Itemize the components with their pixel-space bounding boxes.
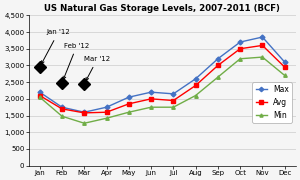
Min	[194, 94, 197, 97]
Avg	[261, 44, 264, 46]
Max	[261, 36, 264, 38]
Avg	[60, 108, 64, 110]
Min	[105, 117, 108, 119]
Line: Avg: Avg	[38, 44, 286, 115]
Line: Min: Min	[38, 55, 286, 125]
Max	[60, 106, 64, 108]
Min	[149, 106, 153, 108]
Min	[38, 96, 41, 98]
Avg	[238, 48, 242, 50]
Title: US Natural Gas Storage Levels, 2007-2011 (BCF): US Natural Gas Storage Levels, 2007-2011…	[44, 4, 280, 13]
Min	[261, 56, 264, 58]
Min	[283, 74, 286, 76]
Avg	[194, 84, 197, 87]
Avg	[216, 64, 220, 67]
Min	[238, 58, 242, 60]
Text: Jan '12: Jan '12	[41, 29, 70, 64]
Max	[38, 91, 41, 93]
Text: Feb '12: Feb '12	[63, 43, 89, 79]
Avg	[127, 103, 130, 105]
Max	[82, 111, 86, 113]
Min	[127, 111, 130, 113]
Legend: Max, Avg, Min: Max, Avg, Min	[253, 82, 292, 123]
Text: Mar '12: Mar '12	[84, 56, 110, 80]
Avg	[149, 98, 153, 100]
Avg	[82, 112, 86, 114]
Min	[60, 115, 64, 117]
Min	[82, 122, 86, 124]
Max	[216, 58, 220, 60]
Max	[149, 91, 153, 93]
Avg	[283, 66, 286, 68]
Avg	[105, 111, 108, 113]
Max	[283, 61, 286, 63]
Line: Max: Max	[38, 35, 286, 114]
Max	[238, 41, 242, 43]
Max	[127, 96, 130, 98]
Max	[194, 78, 197, 80]
Avg	[172, 99, 175, 102]
Avg	[38, 94, 41, 97]
Min	[172, 106, 175, 108]
Min	[216, 76, 220, 78]
Max	[172, 93, 175, 95]
Max	[105, 106, 108, 108]
